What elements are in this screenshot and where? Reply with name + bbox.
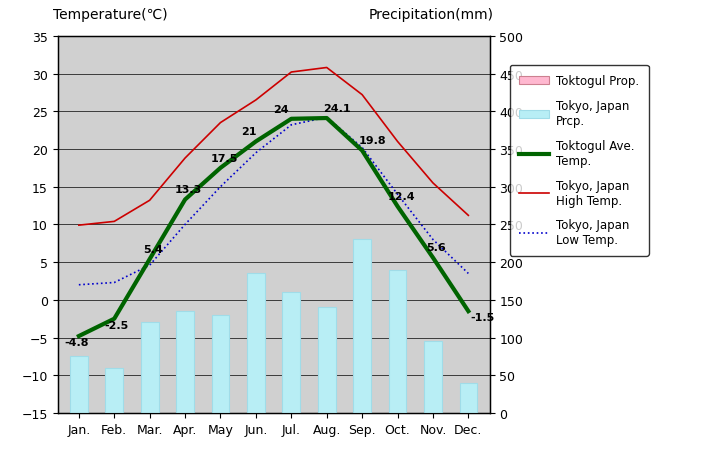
Bar — [282, 293, 300, 413]
Text: 17.5: 17.5 — [210, 153, 238, 163]
Bar — [70, 357, 88, 413]
Text: 12.4: 12.4 — [387, 191, 415, 202]
Bar — [389, 270, 406, 413]
Bar — [318, 308, 336, 413]
Legend: Toktogul Prop., Tokyo, Japan
Prcp., Toktogul Ave.
Temp., Tokyo, Japan
High Temp.: Toktogul Prop., Tokyo, Japan Prcp., Tokt… — [510, 66, 649, 256]
Text: -1.5: -1.5 — [470, 313, 495, 323]
Bar — [176, 312, 194, 413]
Text: 19.8: 19.8 — [359, 136, 387, 146]
Text: 24: 24 — [273, 104, 289, 114]
Bar — [459, 383, 477, 413]
Bar — [105, 368, 123, 413]
Text: 13.3: 13.3 — [175, 185, 202, 195]
Text: 5.6: 5.6 — [427, 243, 446, 253]
Bar — [424, 341, 442, 413]
Bar — [354, 240, 371, 413]
Text: -4.8: -4.8 — [65, 338, 89, 347]
Text: Temperature(℃): Temperature(℃) — [53, 8, 168, 22]
Bar — [212, 315, 230, 413]
Bar — [141, 323, 158, 413]
Bar — [247, 274, 265, 413]
Text: 24.1: 24.1 — [323, 104, 351, 113]
Text: Precipitation(mm): Precipitation(mm) — [369, 8, 494, 22]
Text: -2.5: -2.5 — [104, 320, 128, 330]
Text: 5.4: 5.4 — [143, 244, 163, 254]
Text: 21: 21 — [241, 127, 256, 137]
